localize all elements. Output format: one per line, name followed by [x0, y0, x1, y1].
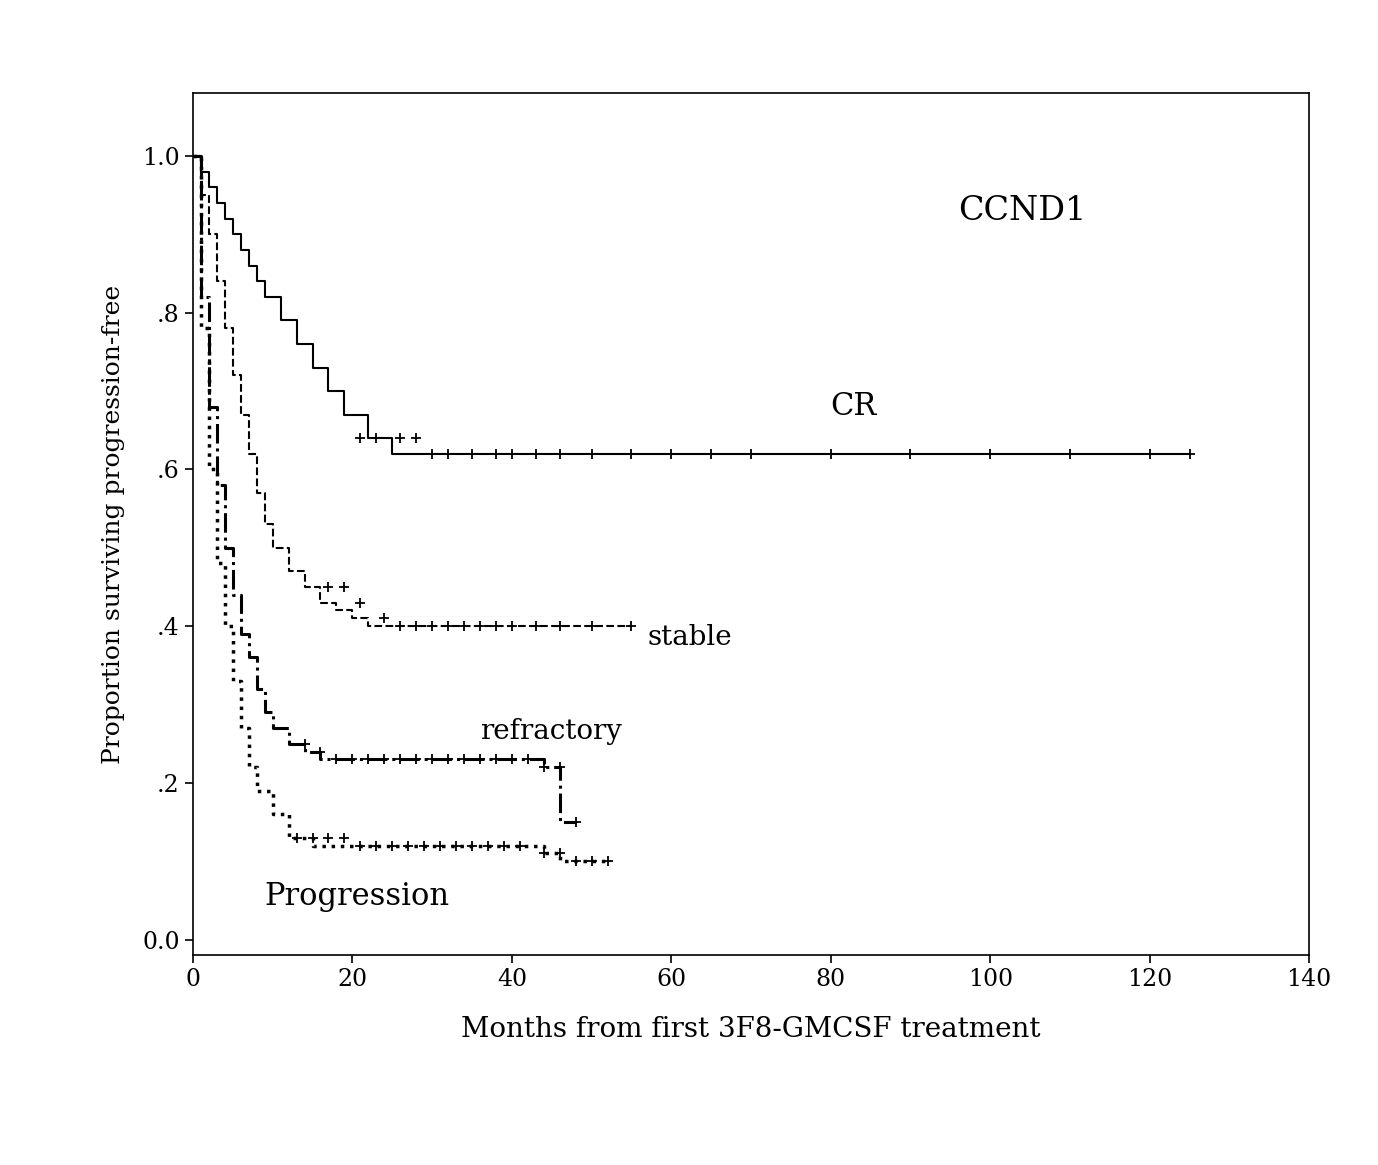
Text: CR: CR — [831, 391, 876, 422]
Text: refractory: refractory — [480, 719, 621, 746]
X-axis label: Months from first 3F8-GMCSF treatment: Months from first 3F8-GMCSF treatment — [462, 1017, 1040, 1044]
Text: CCND1: CCND1 — [958, 195, 1086, 227]
Y-axis label: Proportion surviving progression-free: Proportion surviving progression-free — [102, 284, 125, 764]
Text: stable: stable — [648, 624, 732, 651]
Text: Progression: Progression — [265, 881, 449, 912]
